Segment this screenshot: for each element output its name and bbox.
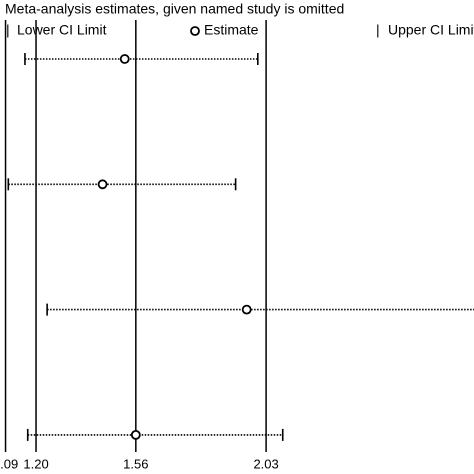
legend-symbol-lower: | [6,22,10,38]
x-tick-label: 2.03 [253,456,278,471]
estimate-marker [241,304,252,315]
legend-symbol-upper: | [376,22,380,38]
x-tick-label: 1.09 [0,456,18,471]
legend-label: Lower CI Limit [17,22,107,38]
x-tick-label: 1.20 [23,456,48,471]
x-tick-label: 1.56 [123,456,148,471]
estimate-marker [97,179,108,190]
legend-symbol-estimate [190,26,200,36]
legend-label: Estimate [204,22,259,38]
estimate-marker [130,429,141,440]
estimate-marker [119,54,130,64]
legend-label: Upper CI Limit [388,22,474,38]
chart-title: Meta-analysis estimates, given named stu… [5,1,344,17]
